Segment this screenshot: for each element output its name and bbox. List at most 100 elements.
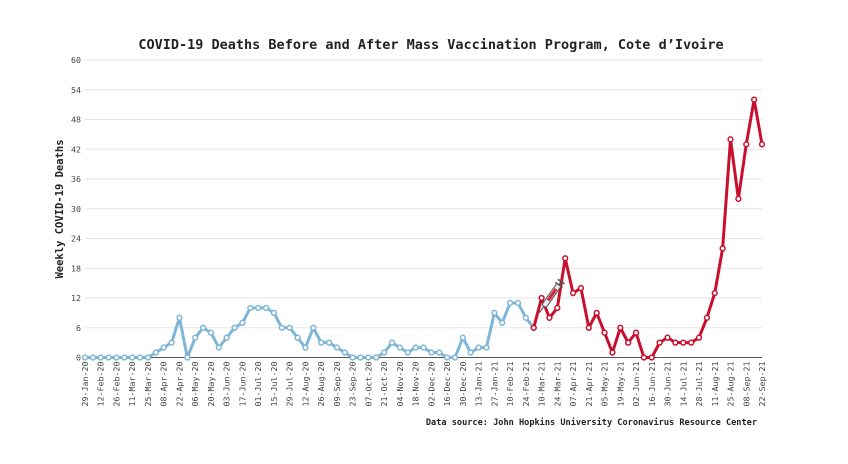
data-point bbox=[239, 319, 246, 326]
data-point bbox=[310, 324, 317, 331]
data-point bbox=[750, 96, 758, 103]
data-point bbox=[436, 349, 443, 356]
data-point bbox=[81, 354, 89, 361]
data-point bbox=[318, 339, 325, 346]
x-tick-label: 10-Feb-21 bbox=[505, 362, 515, 407]
data-point bbox=[199, 324, 207, 331]
data-point bbox=[593, 309, 600, 317]
data-point bbox=[569, 289, 577, 297]
data-point bbox=[451, 354, 459, 361]
data-point bbox=[270, 309, 278, 317]
x-tick-label: 16-Dec-20 bbox=[442, 362, 452, 407]
data-point bbox=[719, 245, 726, 252]
x-tick-label: 29-Jan-20 bbox=[80, 362, 90, 407]
data-point bbox=[475, 344, 482, 351]
data-point bbox=[302, 344, 309, 351]
data-point bbox=[428, 349, 435, 356]
x-tick-label: 30-Jun-21 bbox=[663, 362, 673, 407]
y-tick-label: 6 bbox=[76, 323, 81, 333]
data-point bbox=[758, 141, 766, 148]
data-point bbox=[632, 329, 640, 336]
x-tick-label: 04-Nov-20 bbox=[395, 362, 405, 407]
data-point bbox=[672, 339, 679, 346]
y-tick-label: 36 bbox=[71, 174, 81, 184]
x-tick-label: 25-Mar-20 bbox=[143, 362, 153, 407]
data-point bbox=[105, 354, 112, 361]
x-tick-label: 02-Dec-20 bbox=[426, 362, 436, 407]
data-point bbox=[215, 344, 222, 351]
data-point bbox=[695, 334, 703, 341]
data-point bbox=[152, 349, 159, 356]
data-point bbox=[247, 304, 254, 312]
x-tick-label: 24-Feb-21 bbox=[521, 362, 531, 407]
x-tick-label: 21-Apr-21 bbox=[584, 362, 594, 407]
data-point bbox=[420, 344, 427, 351]
y-tick-label: 24 bbox=[71, 234, 81, 244]
x-tick-label: 05-May-21 bbox=[600, 362, 610, 407]
x-tick-label: 03-Jun-20 bbox=[222, 362, 232, 407]
data-point bbox=[231, 324, 238, 331]
chart-title: COVID-19 Deaths Before and After Mass Va… bbox=[138, 37, 723, 53]
x-tick-label: 07-Apr-21 bbox=[568, 362, 578, 407]
x-tick-label: 18-Nov-20 bbox=[411, 362, 421, 407]
data-point bbox=[89, 354, 97, 361]
y-tick-label: 18 bbox=[71, 263, 81, 273]
x-tick-label: 01-Jul-20 bbox=[253, 362, 263, 407]
data-point bbox=[640, 354, 648, 361]
x-tick-label: 22-Apr-20 bbox=[174, 362, 184, 407]
x-tick-label: 27-Jan-21 bbox=[489, 362, 499, 407]
x-axis-ticks: 29-Jan-20 12-Feb-20 26-Feb-20 11-Mar-20 25-M… bbox=[80, 362, 767, 407]
data-point bbox=[333, 344, 341, 351]
x-tick-label: 02-Jun-21 bbox=[631, 362, 641, 407]
x-tick-label: 11-Mar-20 bbox=[127, 362, 137, 407]
data-point bbox=[373, 354, 380, 361]
series-line-1 bbox=[83, 301, 536, 359]
data-point bbox=[136, 354, 144, 361]
y-axis-label: Weekly COVID-19 Deaths bbox=[54, 139, 66, 278]
x-tick-label: 21-Oct-20 bbox=[379, 362, 389, 407]
data-point bbox=[176, 314, 183, 321]
y-tick-label: 0 bbox=[76, 353, 81, 363]
data-point bbox=[129, 354, 136, 361]
y-tick-label: 54 bbox=[71, 85, 81, 95]
data-point bbox=[656, 339, 663, 346]
data-point bbox=[648, 354, 655, 361]
data-point bbox=[688, 339, 695, 346]
data-point bbox=[601, 329, 608, 336]
data-point bbox=[491, 309, 498, 317]
y-tick-label: 12 bbox=[71, 293, 81, 303]
y-tick-label: 30 bbox=[71, 204, 81, 214]
data-point bbox=[522, 314, 529, 321]
x-tick-label: 28-Jul-21 bbox=[694, 362, 704, 407]
data-point bbox=[255, 304, 262, 312]
data-point bbox=[743, 141, 750, 148]
data-point bbox=[113, 354, 120, 361]
data-point bbox=[554, 304, 561, 312]
x-tick-label: 24-Mar-21 bbox=[552, 362, 562, 407]
data-point bbox=[617, 324, 624, 331]
data-point bbox=[467, 349, 474, 356]
series-line-2 bbox=[532, 98, 764, 359]
x-tick-label: 29-Jul-20 bbox=[285, 362, 295, 407]
data-point bbox=[404, 349, 411, 356]
data-point bbox=[680, 339, 687, 346]
gridlines bbox=[85, 59, 762, 329]
data-point bbox=[388, 339, 396, 346]
x-tick-label: 13-Jan-21 bbox=[474, 362, 484, 407]
data-point bbox=[412, 344, 419, 351]
data-point bbox=[506, 299, 514, 307]
data-point bbox=[499, 319, 506, 326]
x-tick-label: 30-Dec-20 bbox=[458, 362, 468, 407]
data-point bbox=[365, 354, 372, 361]
x-tick-label: 10-Mar-21 bbox=[537, 362, 547, 407]
y-tick-label: 42 bbox=[71, 144, 81, 154]
x-tick-label: 19-May-21 bbox=[615, 362, 625, 407]
x-tick-label: 20-May-20 bbox=[206, 362, 216, 407]
x-tick-label: 07-Oct-20 bbox=[363, 362, 373, 407]
data-point bbox=[577, 284, 585, 292]
data-point bbox=[396, 344, 404, 351]
data-point bbox=[483, 344, 490, 351]
data-point bbox=[341, 349, 348, 356]
x-tick-label: 14-Jul-21 bbox=[678, 362, 688, 407]
